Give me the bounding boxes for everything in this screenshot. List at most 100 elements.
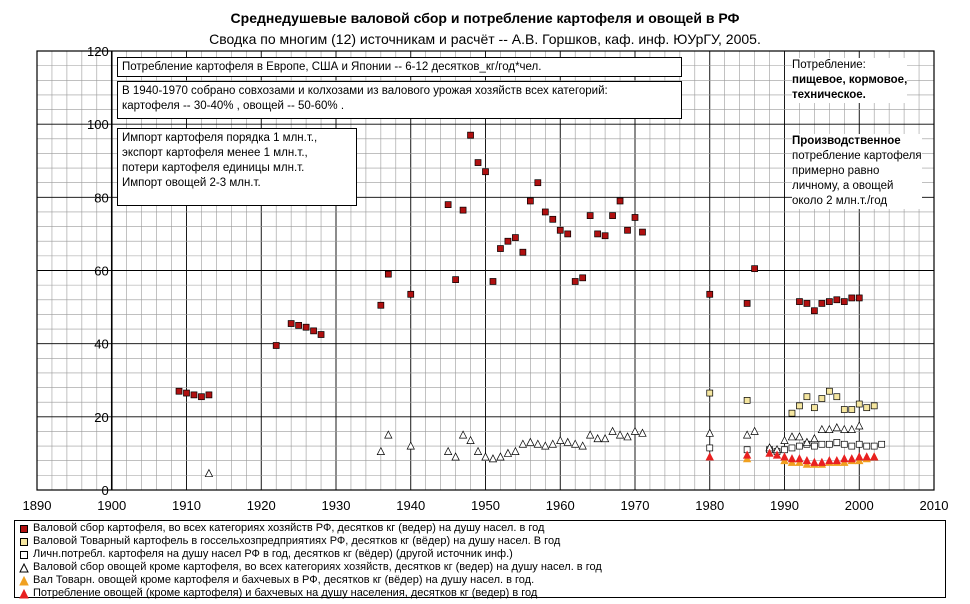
data-point [772, 450, 782, 459]
x-tick-label: 1910 [172, 498, 201, 513]
data-point [541, 208, 549, 216]
data-point [272, 342, 280, 349]
legend-item: Валовой сбор картофеля, во всех категори… [19, 522, 941, 535]
data-point [175, 387, 183, 395]
data-point [601, 232, 609, 240]
data-point [534, 179, 542, 187]
side-production: Производственное потребление картофеля п… [792, 134, 922, 209]
x-tick-label: 1890 [23, 498, 52, 513]
data-point [451, 452, 460, 461]
data-point [549, 215, 557, 223]
data-point [198, 393, 205, 401]
y-tick-label: 0 [102, 483, 109, 498]
data-point [811, 404, 818, 412]
data-point [848, 442, 856, 450]
legend-label: Валовой Товарный картофель в госсельхозп… [33, 535, 561, 547]
side-consumption-title: Потребление: [792, 59, 866, 71]
data-point [526, 197, 534, 205]
data-point [474, 159, 482, 166]
note-1940-1970-line2: картофеля -- 30-40% , овощей -- 50-60% . [122, 100, 345, 112]
data-point [788, 444, 796, 452]
data-point [639, 228, 646, 236]
data-point [638, 428, 647, 437]
data-point [504, 237, 512, 245]
legend-label: Валовой сбор овощей кроме картофеля, во … [33, 561, 602, 573]
data-point [482, 168, 489, 176]
x-tick-label: 1930 [322, 498, 351, 513]
data-point [847, 454, 856, 463]
data-point [878, 440, 886, 448]
data-point [855, 294, 863, 302]
x-tick-label: 1920 [247, 498, 276, 513]
y-tick-label: 120 [87, 44, 109, 59]
legend-marker [19, 588, 29, 598]
data-point [541, 441, 550, 450]
data-point [571, 439, 580, 448]
data-point [795, 454, 804, 463]
y-tick-label: 80 [94, 190, 108, 205]
data-point [466, 435, 475, 444]
legend-label: Потребление овощей (кроме картофеля) и б… [33, 587, 538, 599]
data-point [855, 440, 863, 448]
data-point [811, 307, 818, 315]
y-tick-label: 100 [87, 117, 109, 132]
data-point [765, 448, 774, 457]
chart-subtitle: Сводка по многим (12) источникам и расчё… [209, 31, 761, 47]
data-point [705, 452, 714, 461]
side-production-line2: примерно равно [792, 165, 880, 177]
side-production-title: Производственное [792, 135, 901, 147]
data-point [802, 455, 812, 465]
data-point [616, 197, 624, 205]
data-point [594, 230, 601, 238]
note-1940-1970: В 1940-1970 собрано совхозами и колхозам… [117, 81, 682, 119]
data-point [556, 226, 564, 234]
data-point [302, 323, 310, 331]
legend-marker [19, 562, 29, 572]
data-point [743, 300, 751, 307]
data-point [533, 439, 542, 448]
data-point [585, 430, 595, 439]
data-point [840, 440, 848, 448]
legend-label: Валовой сбор картофеля, во всех категори… [33, 522, 545, 534]
series-1 [706, 387, 878, 417]
data-point [795, 432, 804, 441]
data-point [488, 454, 498, 463]
data-point [796, 442, 803, 450]
data-point [384, 430, 393, 439]
data-point [840, 454, 849, 463]
data-point [310, 327, 317, 335]
data-point [787, 454, 797, 463]
data-point [802, 437, 812, 446]
legend-label: Вал Товарн. овощей кроме картофеля и бах… [33, 574, 535, 586]
data-point [825, 387, 833, 395]
data-marks [175, 131, 886, 477]
data-point [803, 393, 811, 401]
legend-marker [20, 550, 28, 559]
data-point [870, 402, 878, 410]
data-point [518, 439, 528, 448]
series-5 [705, 448, 879, 466]
data-point [803, 300, 811, 307]
data-point [579, 274, 587, 282]
data-point [848, 406, 856, 413]
data-point [586, 212, 594, 219]
data-point [810, 457, 819, 466]
series-3 [204, 421, 864, 477]
legend-item: Потребление овощей (кроме картофеля) и б… [19, 587, 941, 600]
data-point [818, 440, 826, 448]
y-tick-label: 60 [94, 264, 108, 279]
data-point [751, 265, 758, 273]
data-point [608, 426, 617, 435]
data-point [833, 393, 841, 401]
data-point [571, 278, 579, 285]
data-point [833, 439, 841, 446]
data-point [317, 331, 325, 338]
data-point [615, 430, 625, 439]
plot-frame [36, 50, 935, 491]
data-point [825, 455, 834, 465]
axes: 1890 1900 1910 1920 1930 1940 1950 1960 1970 1980… [23, 44, 949, 513]
side-production-line3: личному, а овощей [792, 180, 894, 192]
data-point [481, 452, 490, 461]
side-production-line1: потребление картофеля [792, 150, 922, 162]
y-tick-label: 20 [94, 410, 108, 425]
